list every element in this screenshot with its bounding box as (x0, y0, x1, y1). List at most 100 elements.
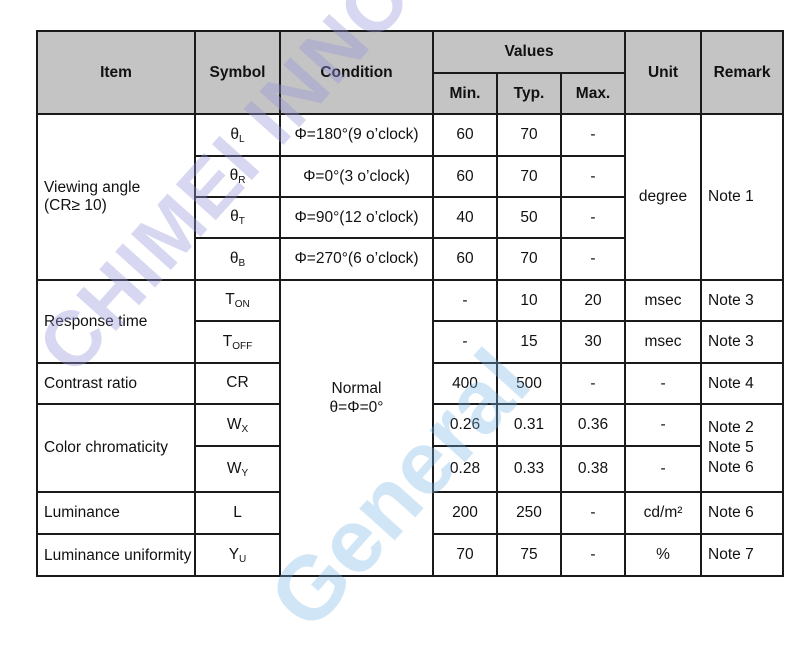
typ-value: 0.33 (496, 445, 562, 493)
symbol-subscript: U (239, 553, 247, 565)
item-contrast-ratio: Contrast ratio (36, 362, 196, 405)
symbol-cell: WX (194, 403, 281, 447)
item-luminance-uniformity: Luminance uniformity (36, 533, 196, 577)
remark-cell: Note 3 (700, 320, 785, 364)
symbol-cell: TOFF (194, 320, 281, 364)
typ-value: 70 (496, 237, 562, 281)
symbol-subscript: T (238, 216, 245, 227)
min-value: - (432, 320, 498, 364)
item-viewing-angle: Viewing angle (CR≥ 10) (36, 113, 196, 281)
max-value: 0.36 (559, 403, 627, 447)
header-remark: Remark (700, 30, 785, 115)
remark-cell: Note 7 (700, 533, 785, 577)
table-row: TOFF -15 30 msec Note 3 (37, 320, 785, 364)
unit-cell: msec (624, 279, 703, 322)
condition-angle: θ=Φ=0° (329, 399, 384, 416)
symbol-cell: θL (194, 113, 281, 157)
symbol-cell: YU (194, 533, 281, 577)
unit-cell: cd/m² (624, 491, 703, 535)
header-min: Min. (432, 72, 498, 115)
table-row: θR Φ=0°(3 o’clock) 60 70- (37, 155, 783, 198)
unit-cell: msec (624, 320, 703, 364)
unit-cell: - (624, 362, 703, 405)
table-row: Viewing angle (CR≥ 10) θL Φ=180°(9 o’clock)… (36, 113, 785, 281)
symbol: θ (230, 125, 240, 143)
unit-cell: - (624, 445, 703, 493)
max-value: - (559, 196, 627, 239)
symbol-subscript: X (241, 423, 249, 435)
unit-cell: - (624, 403, 703, 447)
max-value: - (559, 491, 627, 535)
symbol: T (222, 332, 233, 350)
min-value: 60 (432, 113, 498, 157)
condition-cell: Φ=270°(6 o’clock) (279, 237, 434, 281)
typ-value: 15 (496, 320, 562, 364)
table-row: Contrast ratio CR 400 500- - Note 4 (36, 362, 785, 405)
table-row: WY 0.28 0.33 0.38- (37, 445, 783, 493)
header-item: Item (36, 30, 196, 115)
unit-degree: degree (624, 113, 703, 281)
unit-cell: % (624, 533, 703, 577)
symbol-cell: WY (194, 445, 281, 493)
symbol: W (226, 415, 242, 433)
symbol: W (226, 459, 242, 477)
symbol: θ (229, 249, 239, 267)
symbol-cell: θB (194, 237, 281, 281)
typ-value: 50 (496, 196, 562, 239)
symbol-subscript: ON (234, 299, 250, 310)
remark-note: Note 2 (708, 419, 754, 436)
typ-value: 70 (496, 155, 562, 198)
max-value: - (559, 237, 627, 281)
symbol-subscript: B (238, 257, 246, 269)
condition-normal: Normal θ=Φ=0° (279, 279, 434, 577)
symbol: T (225, 291, 235, 308)
symbol: CR (226, 374, 249, 391)
symbol-cell: θR (194, 155, 281, 198)
symbol: L (233, 503, 242, 521)
header-symbol: Symbol (194, 30, 281, 115)
header-unit: Unit (624, 30, 703, 115)
max-value: - (559, 533, 627, 577)
remark-color: Note 2 Note 5 Note 6 (700, 403, 785, 493)
table-row: θT Φ=90°(12 o’clock) 40 50- (37, 196, 783, 239)
symbol-subscript: L (239, 133, 245, 145)
typ-value: 70 (496, 113, 562, 157)
symbol: Y (228, 545, 240, 563)
item-response-time: Response time (36, 279, 196, 364)
min-value: 400 (432, 362, 498, 405)
min-value: 70 (432, 533, 498, 577)
symbol-subscript: OFF (232, 340, 253, 352)
min-value: 60 (432, 155, 498, 198)
optical-specs-table: Item Symbol Condition Values Unit Remark… (36, 30, 785, 577)
symbol-cell: θT (194, 196, 281, 239)
table-row: Luminance L 200 250- cd/m² Note 6 (36, 491, 785, 535)
remark-cell: Note 6 (700, 491, 785, 535)
min-value: 40 (432, 196, 498, 239)
symbol-cell: L (194, 491, 281, 535)
table-row: Luminance uniformity YU 70 75-% Note 7 (36, 533, 785, 577)
condition-cell: Φ=90°(12 o’clock) (279, 196, 434, 239)
typ-value: 0.31 (496, 403, 562, 447)
min-value: - (432, 279, 498, 322)
typ-value: 75 (496, 533, 562, 577)
min-value: 200 (432, 491, 498, 535)
table-row: θB Φ=270°(6 o’clock) 60 70- (37, 237, 783, 281)
symbol-cell: CR (194, 362, 281, 405)
table-row: Response time TON Normal θ=Φ=0° -10 20 msec Not… (36, 279, 785, 577)
condition-cell: Φ=0°(3 o’clock) (279, 155, 434, 198)
typ-value: 10 (496, 279, 562, 322)
max-value: - (559, 362, 627, 405)
header-condition: Condition (279, 30, 434, 115)
typ-value: 500 (496, 362, 562, 405)
condition-label: Normal (331, 380, 382, 397)
header-max: Max. (559, 72, 627, 115)
remark-note1: Note 1 (700, 113, 785, 281)
item-label: Viewing angle (44, 179, 141, 196)
item-sublabel: (CR≥ 10) (44, 197, 107, 214)
max-value: - (559, 155, 627, 198)
symbol: θ (230, 208, 239, 225)
condition-cell: Φ=180°(9 o’clock) (279, 113, 434, 157)
symbol: θ (229, 167, 239, 184)
max-value: 0.38 (559, 445, 627, 493)
